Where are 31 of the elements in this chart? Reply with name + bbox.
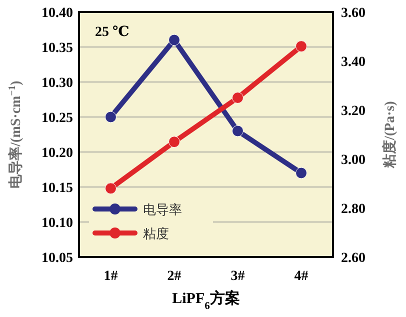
- y-tick-label: 10.10: [42, 216, 73, 231]
- point: [168, 34, 180, 46]
- point: [105, 111, 116, 123]
- legend-label: 粘度: [143, 226, 169, 242]
- y-tick-label: 10.40: [42, 6, 73, 21]
- y-tick-label: 10.05: [42, 251, 73, 266]
- x-tick-label: 2#: [167, 269, 182, 284]
- y2-tick-label: 3.60: [341, 6, 366, 21]
- y2-tick-label: 2.60: [341, 251, 366, 266]
- x-tick-label: 3#: [230, 269, 245, 284]
- annotation: 25 ℃: [95, 25, 130, 40]
- y-tick-label: 10.35: [42, 41, 73, 56]
- y-tick-label: 10.25: [42, 111, 73, 126]
- point: [168, 136, 180, 148]
- point: [296, 40, 307, 52]
- y2-tick-label: 3.00: [341, 153, 366, 168]
- point: [105, 182, 116, 194]
- y2-axis-title: 粘度/(Pa·s): [381, 100, 398, 169]
- x-axis-title: LiPF$_{6}$方案: [172, 289, 240, 312]
- y2-tick-label: 2.80: [341, 202, 366, 217]
- point: [232, 125, 244, 137]
- y2-tick-label: 3.40: [341, 55, 366, 70]
- y-tick-label: 10.30: [42, 76, 73, 91]
- legend-label: 电导率: [143, 202, 182, 218]
- x-tick-label: 1#: [104, 269, 118, 284]
- y-tick-label: 10.15: [42, 181, 73, 196]
- y2-tick-label: 3.20: [341, 104, 366, 119]
- y-tick-label: 10.20: [42, 146, 73, 161]
- x-tick-label: 4#: [294, 269, 308, 284]
- point: [296, 167, 307, 179]
- point: [232, 92, 244, 104]
